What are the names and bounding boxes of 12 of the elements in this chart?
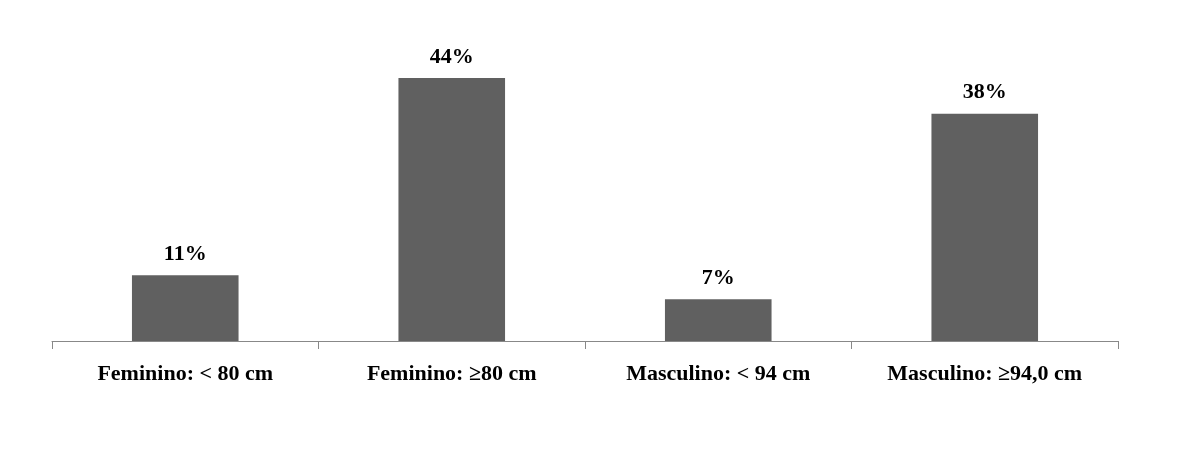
x-tick-label: Masculino: ≥94,0 cm — [887, 359, 1083, 385]
x-tick-label: Masculino: < 94 cm — [626, 359, 811, 385]
bar — [931, 113, 1039, 341]
data-label: 44% — [429, 42, 474, 68]
data-label: 11% — [163, 239, 207, 265]
data-label: 7% — [701, 263, 735, 289]
x-tick-label: Feminino: < 80 cm — [97, 359, 274, 385]
x-tick-label: Feminino: ≥80 cm — [366, 359, 537, 385]
bar — [664, 299, 772, 341]
data-label: 38% — [962, 78, 1007, 104]
bar — [398, 78, 506, 341]
bar — [131, 275, 239, 341]
